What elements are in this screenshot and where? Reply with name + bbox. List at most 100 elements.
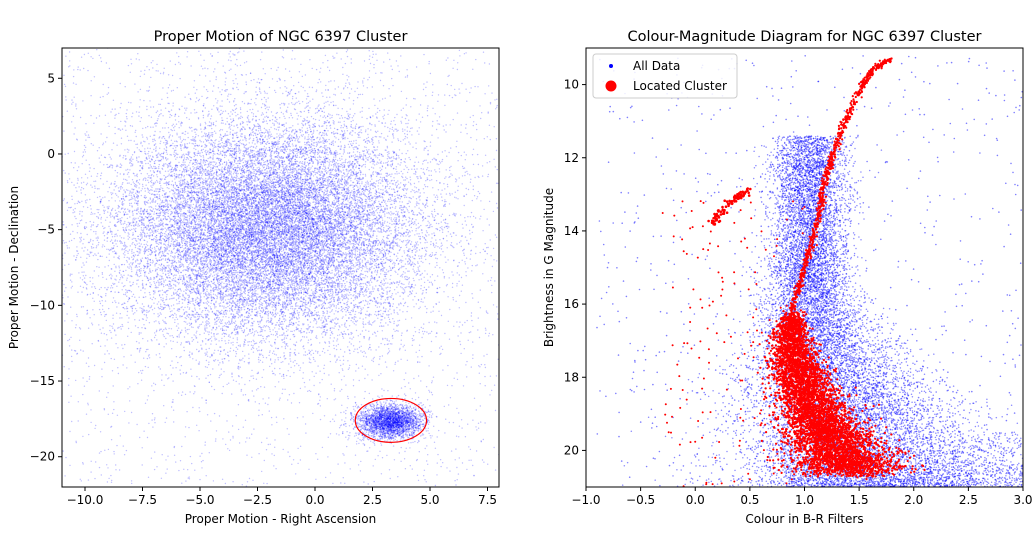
data-point (318, 202, 320, 204)
data-point (268, 200, 271, 203)
data-point (245, 190, 247, 193)
data-point (372, 288, 374, 290)
data-point (367, 439, 370, 441)
data-point (391, 160, 394, 162)
data-point (357, 93, 360, 96)
data-point (254, 246, 256, 248)
data-point (100, 222, 102, 224)
data-point (379, 428, 381, 431)
data-point (280, 312, 283, 314)
data-point (303, 216, 305, 218)
data-point (333, 300, 335, 303)
data-point (329, 114, 331, 116)
data-point (389, 287, 391, 289)
data-point (219, 136, 221, 138)
data-point (422, 327, 424, 330)
data-point (250, 219, 252, 221)
data-point (415, 224, 417, 226)
data-point (234, 326, 236, 328)
data-point (130, 165, 132, 167)
data-point (228, 228, 230, 230)
proper-motion-chart: Proper Motion of NGC 6397 Cluster −10.0−… (7, 29, 510, 526)
data-point (449, 397, 452, 399)
data-point (100, 172, 103, 174)
data-point (386, 421, 388, 423)
data-point (341, 198, 343, 200)
data-point (296, 297, 299, 299)
data-point (290, 330, 292, 332)
data-point (386, 422, 388, 424)
data-point (256, 183, 258, 186)
data-point (360, 312, 363, 314)
data-point (295, 274, 297, 277)
data-point (472, 464, 474, 467)
data-point (272, 213, 274, 215)
data-point (321, 186, 324, 189)
data-point (273, 353, 276, 355)
data-point (151, 173, 153, 176)
data-point (134, 312, 136, 314)
data-point (366, 180, 369, 182)
data-point (509, 274, 510, 275)
data-point (325, 281, 327, 283)
data-point (394, 413, 397, 415)
data-point (210, 293, 212, 296)
data-point (417, 261, 419, 263)
data-point (384, 187, 386, 189)
data-point (195, 148, 197, 151)
data-point (374, 458, 376, 461)
data-point (218, 364, 220, 366)
data-point (99, 103, 101, 106)
data-point (194, 299, 197, 302)
data-point (230, 111, 232, 113)
data-point (405, 394, 407, 397)
data-point (387, 160, 389, 162)
data-point (162, 87, 164, 89)
data-point (377, 301, 379, 304)
data-point (396, 406, 399, 408)
data-point (243, 194, 246, 196)
data-point (229, 131, 231, 133)
data-point (392, 303, 394, 305)
data-point (208, 142, 210, 144)
data-point (458, 412, 460, 414)
data-point (305, 241, 307, 243)
data-point (346, 74, 348, 77)
data-point (135, 111, 138, 113)
data-point (366, 137, 368, 140)
data-point (413, 339, 415, 341)
data-point (180, 233, 182, 235)
data-point (292, 361, 294, 363)
data-point (251, 287, 253, 289)
data-point (205, 152, 207, 154)
data-point (220, 222, 222, 224)
data-point (414, 98, 416, 100)
data-point (122, 285, 125, 288)
data-point (214, 349, 216, 351)
data-point (301, 300, 303, 303)
data-point (294, 249, 297, 251)
data-point (170, 297, 172, 300)
data-point (154, 226, 157, 228)
data-point (190, 112, 192, 114)
data-point (255, 153, 257, 156)
data-point (312, 175, 315, 177)
data-point (226, 235, 228, 237)
data-point (259, 90, 261, 93)
data-point (189, 151, 191, 153)
data-point (313, 240, 315, 243)
data-point (372, 322, 374, 324)
data-point (383, 430, 385, 432)
data-point (306, 312, 308, 314)
data-point (421, 272, 423, 275)
data-point (296, 264, 298, 267)
data-point (275, 91, 277, 94)
data-point (390, 251, 392, 254)
data-point (300, 63, 302, 66)
data-point (413, 377, 415, 380)
data-point (272, 254, 274, 256)
data-point (263, 240, 266, 242)
data-point (270, 333, 272, 336)
data-point (351, 235, 354, 237)
data-point (89, 167, 91, 169)
